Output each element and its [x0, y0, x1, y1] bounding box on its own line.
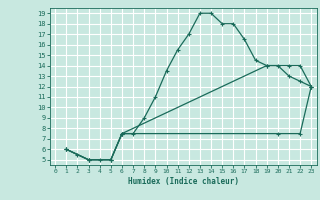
X-axis label: Humidex (Indice chaleur): Humidex (Indice chaleur) — [128, 177, 239, 186]
